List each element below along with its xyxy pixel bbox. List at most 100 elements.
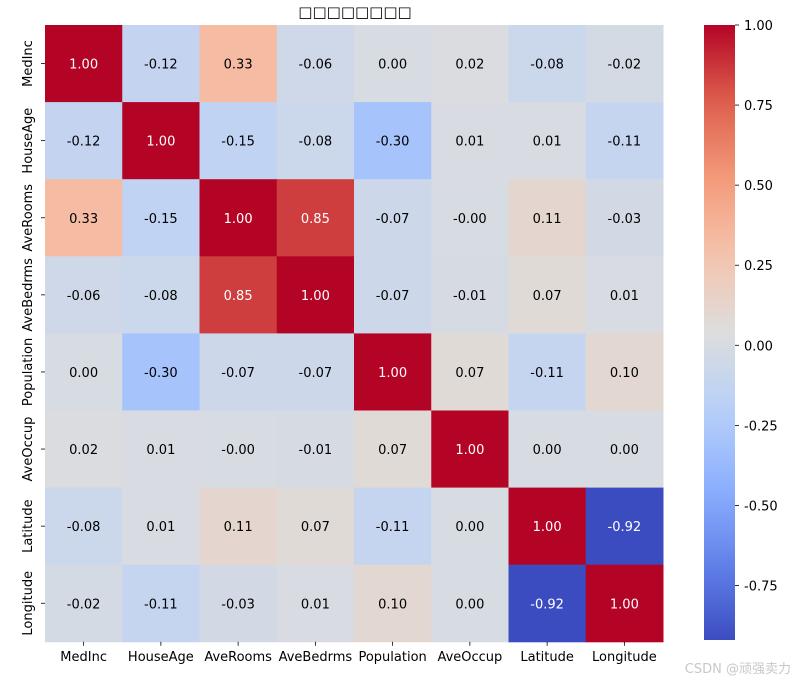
heatmap-cell: [508, 256, 587, 334]
cell-value-label: -0.01: [453, 289, 487, 304]
cell-value-label: -0.30: [376, 135, 410, 150]
heatmap-cell: [122, 410, 200, 489]
cell-value-label: -0.07: [376, 212, 410, 227]
heatmap-cell: [354, 564, 432, 643]
colorbar-tick-label: 0.50: [744, 179, 773, 194]
heatmap-cell: [122, 25, 200, 103]
colorbar-tick-label: -0.75: [744, 580, 778, 595]
cell-value-label: -0.00: [221, 443, 255, 458]
cell-value-label: -0.07: [221, 366, 255, 381]
cell-value-label: 1.00: [146, 135, 175, 150]
heatmap-cell: [276, 410, 355, 489]
heatmap-cell: [276, 102, 355, 180]
heatmap-cells: [45, 25, 664, 643]
x-tick-label: HouseAge: [128, 650, 194, 665]
heatmap-cell: [508, 179, 587, 257]
heatmap-cell: [508, 410, 587, 489]
cell-value-label: -0.06: [299, 58, 333, 73]
cell-value-label: 0.01: [301, 597, 330, 612]
heatmap-cell: [354, 333, 432, 411]
heatmap-cell: [122, 256, 200, 334]
heatmap-cell: [122, 564, 200, 643]
x-tick-label: AveOccup: [437, 650, 502, 665]
colorbar-tick-label: -0.25: [744, 419, 778, 434]
heatmap-cell: [122, 102, 200, 180]
heatmap-cell: [276, 487, 355, 566]
heatmap-cell: [585, 333, 664, 411]
cell-value-label: -0.11: [608, 135, 642, 150]
y-tick-label: AveBedrms: [21, 258, 36, 332]
heatmap-cell: [508, 564, 587, 643]
cell-value-label: -0.08: [530, 58, 564, 73]
cell-value-label: 0.33: [69, 212, 98, 227]
x-tick-label: Longitude: [592, 650, 657, 665]
heatmap-cell: [585, 179, 664, 257]
y-tick-label: Population: [21, 338, 36, 406]
colorbar-tick-label: 1.00: [744, 19, 773, 34]
cell-value-label: -0.02: [608, 58, 642, 73]
heatmap-cell: [45, 333, 123, 411]
heatmap-cell: [431, 25, 509, 103]
cell-value-label: 1.00: [378, 366, 407, 381]
cell-value-label: 0.01: [533, 135, 562, 150]
x-tick-label: AveRooms: [204, 650, 272, 665]
cell-value-label: 0.10: [610, 366, 639, 381]
heatmap-cell: [508, 102, 587, 180]
cell-value-label: -0.07: [376, 289, 410, 304]
cell-value-label: -0.12: [144, 58, 178, 73]
heatmap-cell: [431, 410, 509, 489]
colorbar-gradient: [704, 25, 735, 640]
cell-value-label: 0.07: [455, 366, 484, 381]
cell-value-label: -0.11: [144, 597, 178, 612]
heatmap-cell: [199, 25, 278, 103]
cell-value-label: 0.33: [224, 58, 253, 73]
heatmap-cell: [354, 410, 432, 489]
heatmap-cell-labels: 1.00 -0.12 0.33 -0.06 0.00 0.02 -0.08 -0.02 -0.1…: [67, 58, 641, 613]
cell-value-label: 0.00: [69, 366, 98, 381]
cell-value-label: 0.00: [455, 597, 484, 612]
heatmap-cell: [431, 487, 509, 566]
heatmap-cell: [199, 179, 278, 257]
colorbar: 1.00 0.75 0.50 0.25 0.00 -0.25 -0.50 -0.75: [704, 19, 778, 640]
heatmap-cell: [45, 564, 123, 643]
cell-value-label: 1.00: [301, 289, 330, 304]
cell-value-label: -0.11: [376, 520, 410, 535]
heatmap-cell: [199, 102, 278, 180]
y-tick-label: MedInc: [21, 40, 36, 87]
heatmap-cell: [276, 256, 355, 334]
x-tick-label: Population: [358, 650, 426, 665]
cell-value-label: 0.01: [455, 135, 484, 150]
cell-value-label: 1.00: [224, 212, 253, 227]
x-tick-label: AveBedrms: [279, 650, 353, 665]
heatmap-cell: [354, 256, 432, 334]
cell-value-label: 0.02: [455, 58, 484, 73]
colorbar-tick-label: 0.00: [744, 339, 773, 354]
heatmap-cell: [199, 256, 278, 334]
colorbar-tick-label: -0.50: [744, 499, 778, 514]
cell-value-label: -0.08: [144, 289, 178, 304]
cell-value-label: 1.00: [69, 58, 98, 73]
cell-value-label: -0.12: [67, 135, 101, 150]
colorbar-tick-label: 0.75: [744, 99, 773, 114]
y-tick-label: AveRooms: [21, 184, 36, 252]
x-tick-label: MedInc: [60, 650, 107, 665]
y-tick-label: HouseAge: [21, 108, 36, 174]
heatmap-cell: [354, 179, 432, 257]
cell-value-label: -0.03: [608, 212, 642, 227]
cell-value-label: -0.06: [67, 289, 101, 304]
cell-value-label: -0.01: [299, 443, 333, 458]
cell-value-label: 0.00: [455, 520, 484, 535]
heatmap-cell: [199, 487, 278, 566]
cell-value-label: -0.02: [67, 597, 101, 612]
cell-value-label: 1.00: [533, 520, 562, 535]
x-axis: MedInc HouseAge AveRooms AveBedrms Populatio…: [60, 641, 657, 665]
heatmap-cell: [585, 25, 664, 103]
heatmap-cell: [585, 410, 664, 489]
cell-value-label: 0.02: [69, 443, 98, 458]
cell-value-label: -0.00: [453, 212, 487, 227]
heatmap-cell: [45, 487, 123, 566]
heatmap-cell: [508, 487, 587, 566]
cell-value-label: 0.11: [533, 212, 562, 227]
heatmap-cell: [431, 256, 509, 334]
cell-value-label: 0.85: [301, 212, 330, 227]
